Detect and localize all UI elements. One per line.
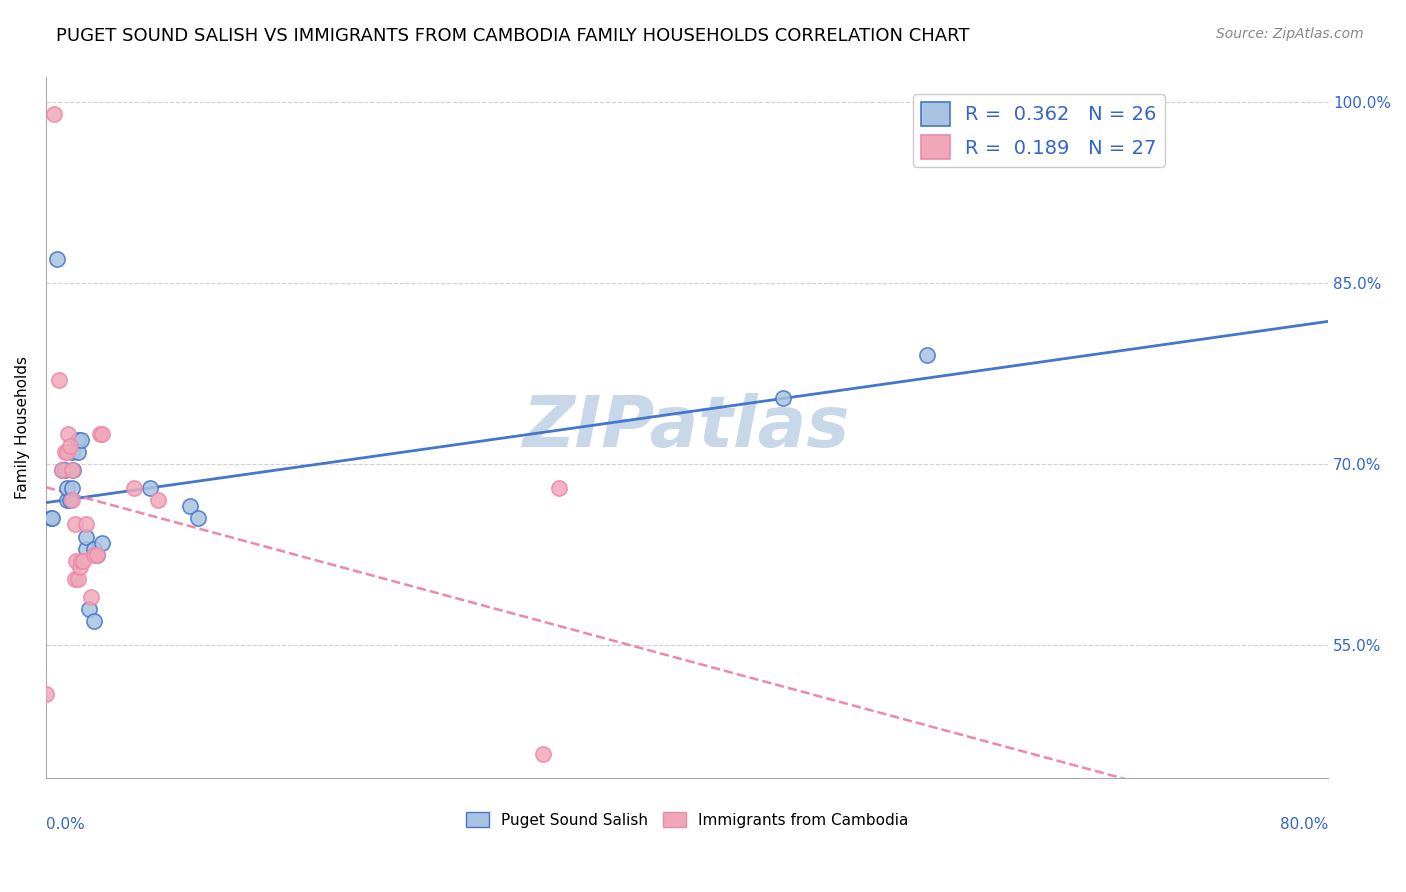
Point [83,541,105,556]
Text: PUGET SOUND SALISH VS IMMIGRANTS FROM CAMBODIA FAMILY HOUSEHOLDS CORRELATION CHA: PUGET SOUND SALISH VS IMMIGRANTS FROM CA… [56,27,970,45]
Text: 80.0%: 80.0% [1279,817,1329,832]
Text: ZIPatlas: ZIPatlas [523,393,851,462]
Point [70,554,93,568]
Text: 0.0%: 0.0% [46,817,84,832]
Point [83,548,105,562]
Point [60,463,83,477]
Point [77,602,100,616]
Point [80,590,103,604]
Point [772,391,794,405]
Point [531,747,554,761]
Point [62,463,84,477]
Point [69,559,91,574]
Point [60,481,83,495]
Point [51,463,73,477]
Point [917,348,939,362]
Point [66,572,89,586]
Point [39,511,62,525]
Point [63,517,86,532]
Point [91,426,114,441]
Point [86,548,108,562]
Point [53,445,76,459]
Legend: Puget Sound Salish, Immigrants from Cambodia: Puget Sound Salish, Immigrants from Camb… [460,805,915,834]
Point [56,445,79,459]
Point [63,572,86,586]
Point [83,614,105,628]
Point [59,493,82,508]
Point [86,548,108,562]
Point [35,687,58,701]
Point [72,554,94,568]
Point [91,535,114,549]
Point [179,500,201,514]
Point [42,106,65,120]
Point [75,517,97,532]
Y-axis label: Family Households: Family Households [15,356,30,500]
Point [547,481,569,495]
Point [66,433,89,447]
Point [89,426,111,441]
Point [66,445,89,459]
Point [146,493,169,508]
Point [56,481,79,495]
Point [48,372,70,386]
Point [60,493,83,508]
Point [75,541,97,556]
Point [122,481,145,495]
Point [75,530,97,544]
Point [51,463,73,477]
Point [187,511,209,525]
Point [58,426,80,441]
Point [41,511,63,525]
Point [56,493,79,508]
Point [60,445,83,459]
Point [59,439,82,453]
Point [139,481,162,495]
Point [46,252,69,266]
Point [70,433,93,447]
Point [53,463,76,477]
Point [65,554,87,568]
Text: Source: ZipAtlas.com: Source: ZipAtlas.com [1216,27,1364,41]
